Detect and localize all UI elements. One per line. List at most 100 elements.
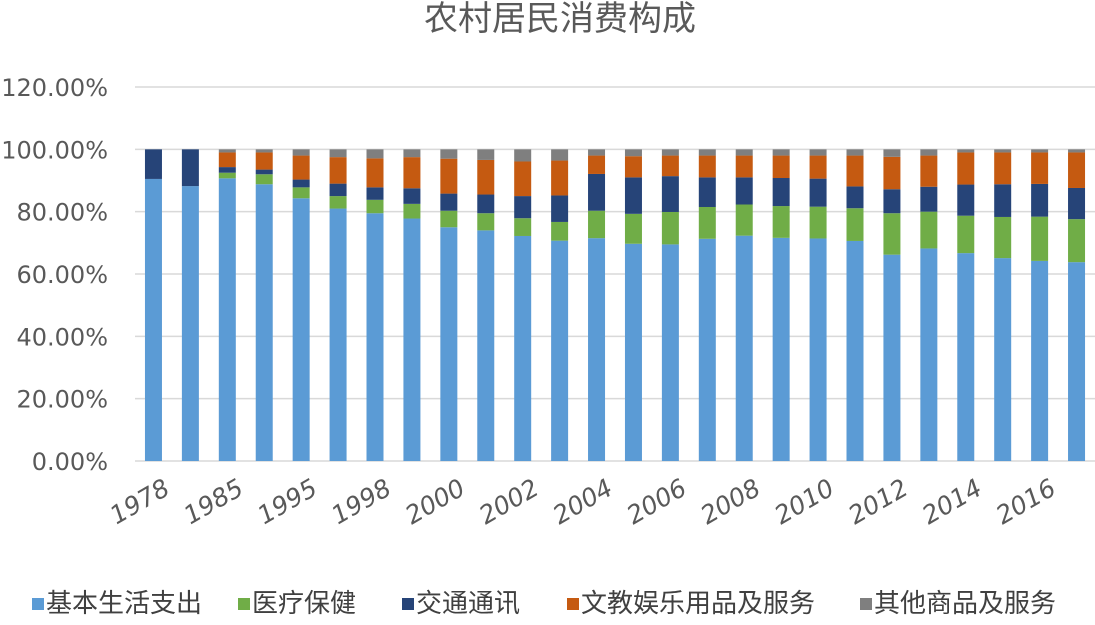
bar-segment xyxy=(846,208,864,241)
bar-segment xyxy=(255,174,273,185)
bar-segment xyxy=(144,149,162,179)
legend: 基本生活支出 医疗保健 交通通讯 文教娱乐用品及服务 其他商品及服务 xyxy=(32,589,1056,619)
bar-segment xyxy=(957,215,975,254)
bar-segment xyxy=(957,152,975,185)
bar-segment xyxy=(551,221,569,241)
bar-segment xyxy=(883,189,901,214)
bar-segment xyxy=(1068,262,1086,461)
bar-segment xyxy=(1031,183,1049,217)
x-tick-label: 2006 xyxy=(622,473,692,530)
bar-segment xyxy=(624,177,642,214)
bar-segment xyxy=(440,149,458,159)
bar-segment xyxy=(588,149,606,156)
bar-segment xyxy=(624,243,642,461)
x-tick-label: 2014 xyxy=(917,473,987,530)
bar-segment xyxy=(292,179,310,188)
bar-segment xyxy=(477,159,495,195)
gridlines xyxy=(135,86,1095,462)
legend-label: 文教娱乐用品及服务 xyxy=(581,589,815,619)
bar-segment xyxy=(661,149,679,156)
bar-segment xyxy=(588,155,606,174)
bar-segment xyxy=(809,178,827,207)
bar-segment xyxy=(772,237,790,461)
bar-segment xyxy=(514,196,532,219)
bar-segment xyxy=(366,199,384,214)
bar-segment xyxy=(809,206,827,239)
bar-segment xyxy=(551,160,569,196)
y-tick-label: 100.00% xyxy=(1,136,108,164)
bar-segment xyxy=(440,210,458,228)
bar-segment xyxy=(366,187,384,200)
x-tick-label: 2000 xyxy=(400,473,470,530)
bar-segment xyxy=(255,149,273,153)
bar-segment xyxy=(551,195,569,222)
bar-segment xyxy=(477,194,495,214)
bar-segment xyxy=(403,149,421,158)
bar-segment xyxy=(661,176,679,212)
y-tick-label: 60.00% xyxy=(16,261,108,289)
bar-segment xyxy=(588,210,606,239)
legend-label: 交通通讯 xyxy=(416,589,520,619)
bar-segment xyxy=(624,149,642,157)
bar-segment xyxy=(920,155,938,187)
bar-segment xyxy=(846,240,864,461)
bar-segment xyxy=(477,149,495,160)
legend-swatch xyxy=(567,598,579,610)
bar-segment xyxy=(181,186,199,462)
bar-segment xyxy=(292,198,310,461)
y-tick-label: 40.00% xyxy=(16,323,108,351)
bar-segment xyxy=(772,206,790,238)
bar-segment xyxy=(551,240,569,461)
bar-segment xyxy=(698,155,716,178)
x-tick-label: 2010 xyxy=(769,473,839,530)
bar-segment xyxy=(255,152,273,170)
bar-segment xyxy=(588,238,606,461)
bar-segment xyxy=(218,152,236,168)
bar-segment xyxy=(994,258,1012,461)
bar-segment xyxy=(698,206,716,239)
y-tick-label: 80.00% xyxy=(16,199,108,227)
bar-segment xyxy=(329,157,347,184)
legend-label: 其他商品及服务 xyxy=(874,589,1056,619)
bar-segment xyxy=(218,172,236,179)
bar-segment xyxy=(698,177,716,207)
bar-segment xyxy=(735,155,753,178)
bar-segment xyxy=(1031,216,1049,261)
bar-segment xyxy=(440,227,458,461)
bar-segment xyxy=(846,186,864,209)
legend-label: 医疗保健 xyxy=(252,589,356,619)
bar-segment xyxy=(218,178,236,461)
bar-segment xyxy=(477,213,495,231)
x-tick-label: 2002 xyxy=(474,473,544,530)
bar-segment xyxy=(551,149,569,161)
bar-segment xyxy=(440,158,458,194)
bar-segment xyxy=(366,149,384,159)
bar-segment xyxy=(809,238,827,461)
bar-segment xyxy=(883,149,901,157)
x-tick-label: 1985 xyxy=(179,473,249,530)
bar-segment xyxy=(329,208,347,461)
bar-segment xyxy=(994,149,1012,153)
bar-segment xyxy=(403,218,421,461)
bar-segment xyxy=(772,149,790,156)
bar-segment xyxy=(292,149,310,156)
y-axis-tick-labels: 0.00% 20.00% 40.00% 60.00% 80.00% 100.00% 120.… xyxy=(1,74,108,476)
bar-segment xyxy=(218,167,236,173)
bar-segment xyxy=(957,149,975,153)
bar-segment xyxy=(1031,149,1049,153)
bar-segment xyxy=(292,155,310,180)
bar-segment xyxy=(514,235,532,461)
bar-segment xyxy=(846,155,864,187)
bar-segment xyxy=(920,186,938,212)
bar-segment xyxy=(735,235,753,461)
x-tick-label: 2004 xyxy=(548,473,618,530)
bar-segment xyxy=(1068,219,1086,263)
bar-segment xyxy=(1068,187,1086,220)
bar-segment xyxy=(735,204,753,236)
bar-segment xyxy=(366,158,384,188)
bar-segment xyxy=(661,244,679,461)
x-tick-label: 2008 xyxy=(696,473,766,530)
legend-swatch xyxy=(238,598,250,610)
x-tick-label: 1995 xyxy=(253,473,323,530)
